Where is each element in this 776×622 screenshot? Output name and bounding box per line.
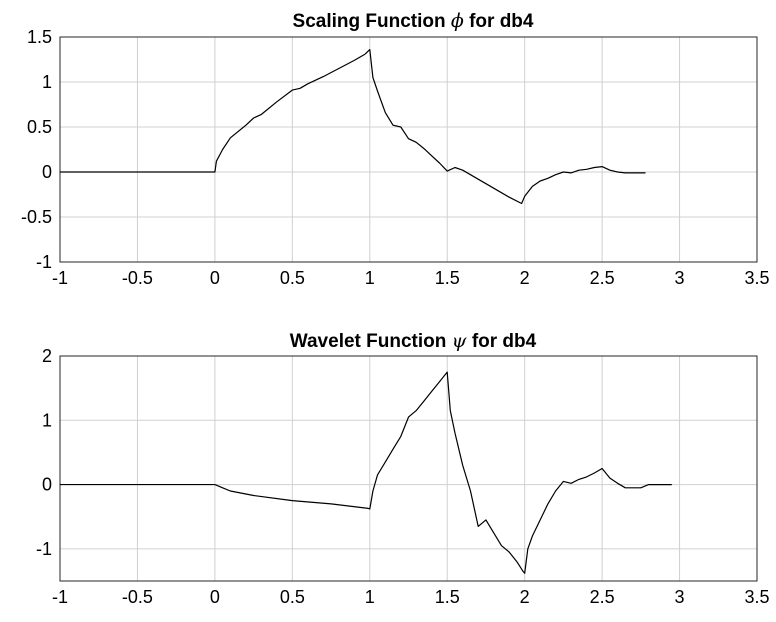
x-tick-label: 0	[210, 268, 220, 288]
x-tick-label: -1	[52, 268, 68, 288]
y-tick-label: 1.5	[27, 27, 52, 47]
x-tick-label: 1.5	[435, 587, 460, 607]
x-tick-label: 2.5	[590, 587, 615, 607]
y-tick-label: 1	[42, 410, 52, 430]
x-tick-label: -0.5	[122, 587, 153, 607]
y-tick-label: 1	[42, 72, 52, 92]
x-tick-label: 1	[365, 268, 375, 288]
y-tick-label: 0.5	[27, 117, 52, 137]
y-tick-label: 2	[42, 346, 52, 366]
plot-area	[59, 355, 758, 582]
x-tick-label: 0.5	[280, 268, 305, 288]
y-tick-label: -0.5	[21, 207, 52, 227]
x-tick-label: 2.5	[590, 268, 615, 288]
y-tick-label: -1	[36, 252, 52, 272]
x-tick-label: -1	[52, 587, 68, 607]
x-tick-label: -0.5	[122, 268, 153, 288]
y-tick-label: -1	[36, 539, 52, 559]
x-tick-label: 2	[520, 587, 530, 607]
y-tick-label: 0	[42, 162, 52, 182]
x-tick-label: 3	[675, 268, 685, 288]
x-tick-label: 1	[365, 587, 375, 607]
x-tick-label: 1.5	[435, 268, 460, 288]
scaling-function-chart: Scaling Function ϕ for db4 -1 -0.5 0 0.5 1 1.…	[21, 10, 770, 288]
x-tick-label: 3	[675, 587, 685, 607]
chart-title: Scaling Function ϕ for db4	[293, 10, 534, 32]
x-tick-label: 3.5	[744, 268, 769, 288]
x-tick-label: 3.5	[744, 587, 769, 607]
x-tick-label: 2	[520, 268, 530, 288]
x-tick-label: 0.5	[280, 587, 305, 607]
series-line	[60, 48, 646, 205]
wavelet-function-chart: Wavelet Function ψ for db4 -1 -0.5 0 0.5 1 1.…	[36, 330, 770, 607]
series-line	[214, 371, 672, 574]
x-tick-label: 0	[210, 587, 220, 607]
plot-area	[59, 36, 758, 263]
y-tick-label: 0	[42, 475, 52, 495]
chart-title: Wavelet Function ψ for db4	[290, 330, 537, 352]
